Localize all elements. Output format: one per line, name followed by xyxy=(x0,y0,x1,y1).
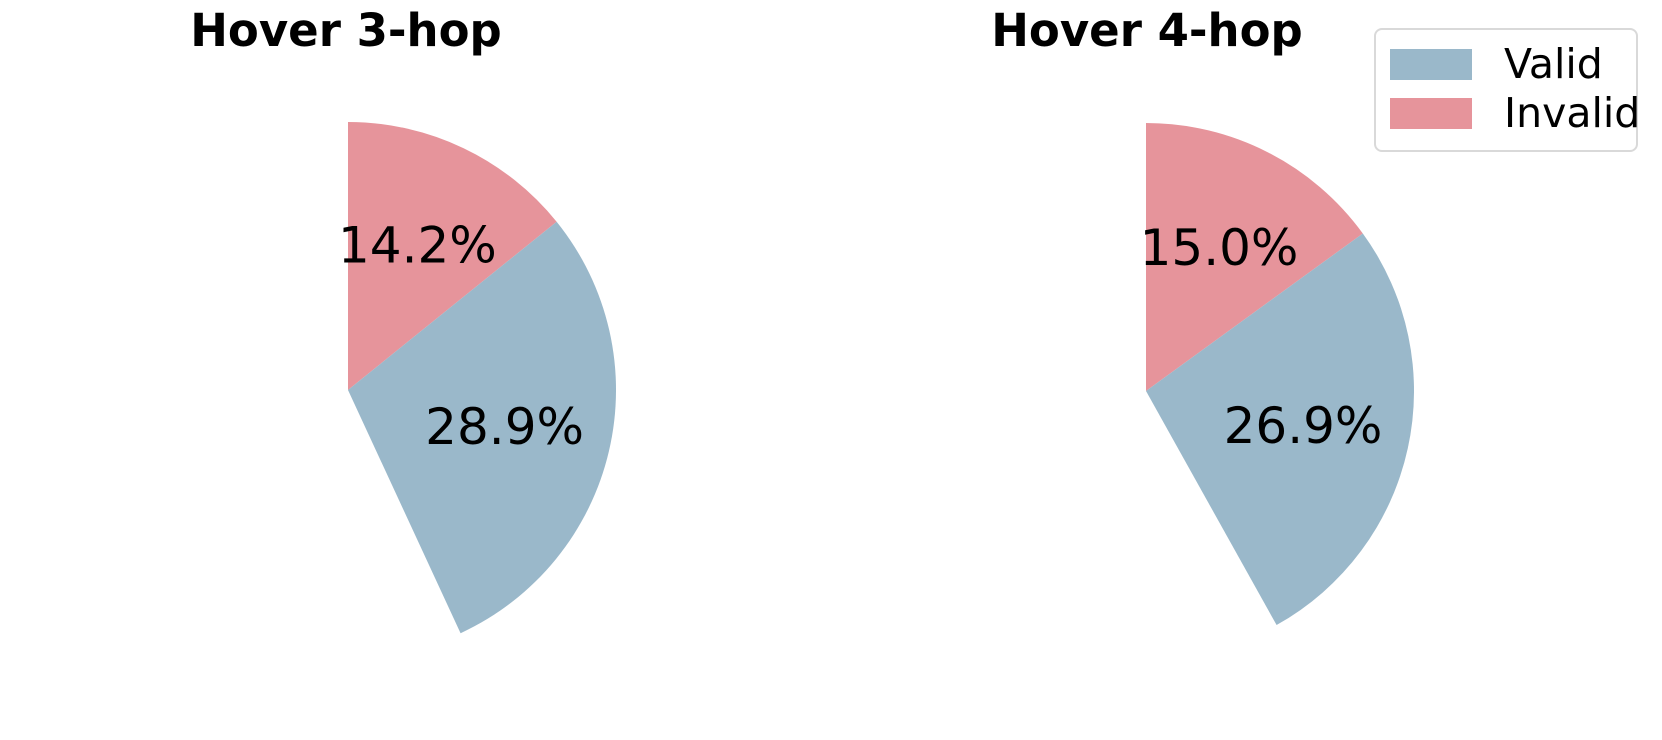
legend-swatch-valid-icon xyxy=(1390,49,1472,80)
wedge-valid xyxy=(348,221,617,634)
chart-title-hover-3-hop: Hover 3-hop xyxy=(190,4,502,57)
pct-label-invalid: 14.2% xyxy=(338,216,497,274)
legend-label-valid: Valid xyxy=(1504,40,1603,88)
pie-3hop: 14.2% 28.9% xyxy=(338,122,617,634)
legend-label-invalid: Invalid xyxy=(1504,89,1641,137)
legend-row-invalid: Invalid xyxy=(1390,93,1640,134)
legend-row-valid: Valid xyxy=(1390,44,1636,85)
wedge-invalid xyxy=(348,122,557,390)
legend: Valid Invalid xyxy=(1374,28,1640,152)
chart-title-hover-4-hop: Hover 4-hop xyxy=(991,4,1303,57)
legend-swatch-invalid-icon xyxy=(1390,98,1472,129)
pct-label-valid: 28.9% xyxy=(425,398,584,456)
wedge-valid xyxy=(1146,233,1415,626)
pct-label-invalid: 15.0% xyxy=(1140,219,1299,277)
pct-label-valid: 26.9% xyxy=(1224,397,1383,455)
wedge-invalid xyxy=(1146,123,1363,391)
pie-4hop: 15.0% 26.9% xyxy=(1140,123,1415,626)
